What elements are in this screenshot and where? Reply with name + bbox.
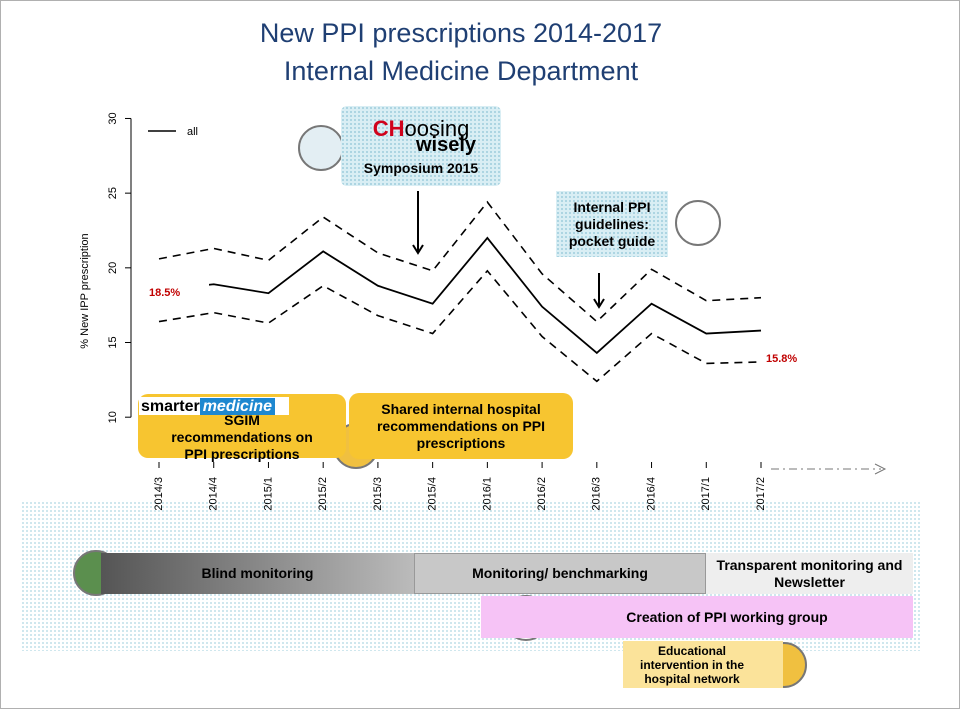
sgim-label: SGIM recommendations on PPI prescription… [171, 411, 313, 462]
shared-box: Shared internal hospital recommendations… [349, 393, 573, 459]
annotation-arrowhead [593, 298, 605, 309]
logo-wisely: wisely [415, 133, 477, 156]
value-label: 15.8% [766, 353, 797, 365]
pocket-guide-label: Internal PPI guidelines: pocket guide [568, 198, 656, 249]
transparent-phase: Transparent monitoring and Newsletter [706, 553, 913, 594]
transparent-label: Transparent monitoring and Newsletter [716, 556, 903, 590]
working-group-label: Creation of PPI working group [626, 608, 828, 625]
pocket-guide-box: Internal PPI guidelines: pocket guide [556, 191, 668, 257]
series-line [158, 236, 762, 355]
y-axis-label: % New IPP prescription [79, 233, 91, 348]
x-tick-label: 2015/4 [427, 477, 439, 511]
benchmark-label: Monitoring/ benchmarking [472, 565, 648, 581]
x-tick-label: 2015/2 [317, 477, 329, 511]
x-tick-label: 2015/3 [372, 477, 384, 511]
y-tick-label: 15 [107, 336, 119, 348]
logo-ch: CH [372, 115, 405, 141]
icon [298, 125, 344, 171]
icon [675, 200, 721, 246]
annotation-arrowhead [412, 244, 424, 255]
symposium-box: CHoosing wisely Symposium 2015 [341, 106, 501, 186]
label-bg [144, 281, 209, 305]
logo-smarter: smarter [141, 397, 200, 415]
working-group-box: Creation of PPI working group [481, 596, 913, 638]
chart-subtitle: Internal Medicine Department [283, 56, 639, 86]
band-line [158, 269, 762, 383]
blind-phase: Blind monitoring [101, 553, 414, 594]
band-line [158, 200, 762, 323]
x-axis-arrowhead [874, 463, 887, 475]
y-tick-label: 25 [107, 187, 119, 199]
chart-title: New PPI prescriptions 2014-2017 [259, 18, 663, 48]
shared-label: Shared internal hospital recommendations… [376, 400, 546, 451]
legend-label: all [187, 126, 198, 138]
y-tick-label: 10 [107, 411, 119, 423]
symposium-label: Symposium 2015 [363, 159, 479, 176]
educational-box: Educational intervention in the hospital… [623, 641, 783, 688]
educational-label: Educational intervention in the hospital… [639, 643, 744, 686]
logo-choosing: oosing [404, 115, 470, 141]
logo-medicine: medicine [199, 397, 276, 415]
x-tick-label: 2014/4 [208, 477, 220, 511]
y-tick-label: 30 [107, 112, 119, 124]
x-tick-label: 2017/2 [755, 477, 767, 511]
x-tick-label: 2017/1 [700, 477, 712, 511]
x-tick-label: 2016/1 [481, 477, 493, 511]
x-tick-label: 2014/3 [153, 477, 165, 511]
x-tick-label: 2015/1 [262, 477, 274, 511]
smarter-logo: smarter medicine [139, 397, 289, 415]
y-tick-label: 20 [107, 262, 119, 274]
blind-label: Blind monitoring [201, 565, 314, 581]
x-tick-label: 2016/4 [645, 477, 657, 511]
value-label: 18.5% [149, 287, 180, 299]
x-tick-label: 2016/3 [591, 477, 603, 511]
x-tick-label: 2016/2 [536, 477, 548, 511]
benchmark-phase: Monitoring/ benchmarking [414, 553, 706, 594]
